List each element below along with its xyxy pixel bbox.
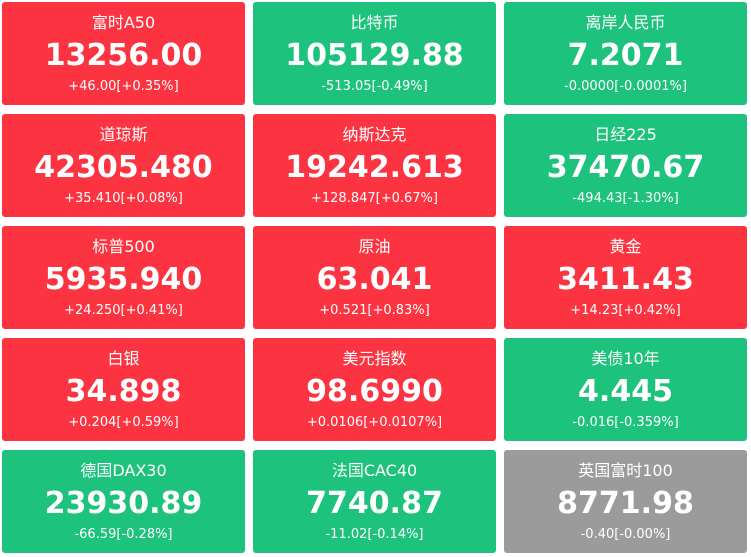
quote-price: 7740.87: [306, 486, 443, 521]
quote-name: 美债10年: [591, 349, 660, 368]
quote-change: +46.00[+0.35%]: [68, 79, 179, 94]
quote-tile[interactable]: 纳斯达克 19242.613 +128.847[+0.67%]: [253, 114, 496, 217]
quote-change: -0.40[-0.00%]: [580, 527, 671, 542]
quote-tile[interactable]: 原油 63.041 +0.521[+0.83%]: [253, 226, 496, 329]
quote-tile[interactable]: 离岸人民币 7.2071 -0.0000[-0.0001%]: [504, 2, 747, 105]
quote-name: 日经225: [594, 125, 657, 144]
quote-tile[interactable]: 美元指数 98.6990 +0.0106[+0.0107%]: [253, 338, 496, 441]
quote-name: 道琼斯: [99, 125, 148, 144]
quote-price: 5935.940: [44, 262, 203, 297]
quote-name: 原油: [358, 237, 391, 256]
quote-change: +35.410[+0.08%]: [64, 191, 183, 206]
quote-change: -513.05[-0.49%]: [321, 79, 428, 94]
quote-change: +0.0106[+0.0107%]: [306, 415, 443, 430]
quote-tile[interactable]: 德国DAX30 23930.89 -66.59[-0.28%]: [2, 450, 245, 553]
quote-name: 富时A50: [91, 13, 156, 32]
quote-price: 42305.480: [34, 150, 213, 185]
quote-price: 98.6990: [306, 374, 443, 409]
quote-name: 法国CAC40: [331, 461, 418, 480]
quote-price: 34.898: [65, 374, 182, 409]
quote-tile[interactable]: 白银 34.898 +0.204[+0.59%]: [2, 338, 245, 441]
quote-name: 英国富时100: [578, 461, 673, 480]
quote-name: 德国DAX30: [80, 461, 167, 480]
quote-tile[interactable]: 英国富时100 8771.98 -0.40[-0.00%]: [504, 450, 747, 553]
quote-price: 37470.67: [546, 150, 705, 185]
quote-change: -494.43[-1.30%]: [572, 191, 679, 206]
quote-name: 标普500: [92, 237, 155, 256]
quote-change: -0.0000[-0.0001%]: [564, 79, 687, 94]
quote-change: -11.02[-0.14%]: [325, 527, 424, 542]
quote-tile[interactable]: 富时A50 13256.00 +46.00[+0.35%]: [2, 2, 245, 105]
quote-change: +14.23[+0.42%]: [570, 303, 681, 318]
quote-change: +0.204[+0.59%]: [68, 415, 179, 430]
quote-name: 白银: [107, 349, 140, 368]
quote-price: 8771.98: [557, 486, 694, 521]
quote-price: 3411.43: [557, 262, 694, 297]
quote-change: +128.847[+0.67%]: [311, 191, 438, 206]
quote-price: 4.445: [578, 374, 673, 409]
quote-tile[interactable]: 美债10年 4.445 -0.016[-0.359%]: [504, 338, 747, 441]
quote-name: 美元指数: [342, 349, 407, 368]
quote-name: 比特币: [350, 13, 399, 32]
quote-change: +0.521[+0.83%]: [319, 303, 430, 318]
quote-tile[interactable]: 日经225 37470.67 -494.43[-1.30%]: [504, 114, 747, 217]
quote-tile[interactable]: 标普500 5935.940 +24.250[+0.41%]: [2, 226, 245, 329]
quote-tile[interactable]: 比特币 105129.88 -513.05[-0.49%]: [253, 2, 496, 105]
quote-tile[interactable]: 道琼斯 42305.480 +35.410[+0.08%]: [2, 114, 245, 217]
quote-price: 105129.88: [285, 38, 464, 73]
quote-tile[interactable]: 黄金 3411.43 +14.23[+0.42%]: [504, 226, 747, 329]
quote-name: 纳斯达克: [342, 125, 407, 144]
quote-price: 13256.00: [44, 38, 203, 73]
quote-name: 离岸人民币: [585, 13, 666, 32]
quote-price: 63.041: [316, 262, 433, 297]
quote-change: -0.016[-0.359%]: [572, 415, 679, 430]
quote-price: 23930.89: [44, 486, 203, 521]
quote-price: 7.2071: [567, 38, 684, 73]
quote-tile[interactable]: 法国CAC40 7740.87 -11.02[-0.14%]: [253, 450, 496, 553]
quote-name: 黄金: [609, 237, 642, 256]
quote-price: 19242.613: [285, 150, 464, 185]
quote-change: -66.59[-0.28%]: [74, 527, 173, 542]
quote-change: +24.250[+0.41%]: [64, 303, 183, 318]
